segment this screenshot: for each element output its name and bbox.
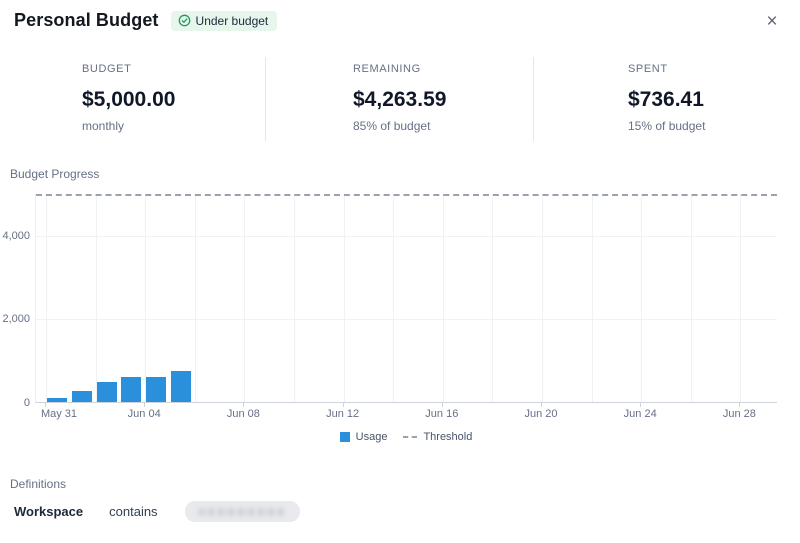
x-axis-tick-label: Jun 28 [722, 408, 756, 420]
usage-bar-jun-03[interactable] [121, 376, 142, 402]
gridline-vertical [95, 194, 97, 402]
redacted-text [198, 507, 287, 516]
stat-spent-label: SPENT [628, 63, 668, 75]
gridline-vertical [145, 194, 147, 402]
definition-row: Workspace contains [14, 501, 300, 522]
divider [533, 57, 534, 141]
threshold-line [36, 194, 777, 196]
chart-x-axis: May 31 Jun 04 Jun 08 Jun 12 Jun 16 Jun 20 Jun … [35, 403, 777, 423]
x-axis-tick-label: Jun 12 [326, 408, 360, 420]
gridline-vertical [492, 194, 494, 402]
stat-budget: BUDGET $5,000.00 monthly [82, 57, 175, 133]
gridline-vertical [244, 194, 246, 402]
stat-remaining-value: $4,263.59 [353, 88, 447, 111]
usage-swatch-icon [339, 432, 350, 442]
legend-item-threshold: Threshold [403, 431, 472, 443]
x-axis-tick [342, 403, 344, 407]
gridline-vertical [740, 194, 742, 402]
stats-row: BUDGET $5,000.00 monthly REMAINING $4,26… [0, 57, 800, 142]
page-title: Personal Budget [14, 10, 159, 30]
x-axis-tick-label: Jun 24 [623, 408, 657, 420]
chart-plot [35, 194, 777, 403]
usage-bar-jun-01[interactable] [71, 390, 92, 402]
x-axis-tick-label: Jun 08 [226, 408, 260, 420]
stat-budget-sub: monthly [82, 119, 125, 133]
stat-spent: SPENT $736.41 15% of budget [628, 57, 705, 133]
definition-operator: contains [109, 504, 158, 519]
x-axis-tick [243, 403, 245, 407]
x-axis-tick [541, 403, 542, 407]
gridline-vertical [591, 194, 593, 402]
divider [265, 57, 266, 141]
gridline-vertical [442, 194, 444, 402]
stat-budget-label: BUDGET [82, 63, 132, 75]
chart-y-axis: 0 2,000 4,000 [0, 194, 30, 409]
header: Personal Budget Under budget [14, 10, 278, 31]
definitions-section-title: Definitions [10, 477, 67, 491]
x-axis-tick [144, 403, 146, 407]
check-circle-icon [178, 14, 190, 27]
gridline-vertical [343, 194, 345, 402]
usage-bar-may-31[interactable] [47, 397, 67, 402]
threshold-dash-icon [403, 436, 418, 438]
legend-item-usage: Usage [339, 431, 388, 443]
gridline-vertical [393, 194, 395, 402]
x-axis-tick-label: Jun 20 [524, 408, 558, 420]
stat-remaining-label: REMAINING [353, 63, 421, 75]
gridline-vertical [46, 194, 47, 402]
definition-field: Workspace [14, 504, 84, 519]
gridline-vertical [194, 194, 196, 402]
stat-remaining: REMAINING $4,263.59 85% of budget [353, 57, 446, 133]
chart-legend: Usage Threshold [35, 431, 777, 443]
y-axis-tick-label: 4,000 [2, 229, 30, 242]
x-axis-tick [441, 403, 443, 407]
y-axis-tick-label: 2,000 [2, 313, 30, 326]
close-icon[interactable]: × [766, 11, 778, 32]
gridline-horizontal [36, 319, 777, 321]
chart-section-title: Budget Progress [10, 167, 100, 181]
gridline-vertical [542, 194, 543, 402]
legend-threshold-label: Threshold [423, 431, 473, 443]
gridline-vertical [294, 194, 295, 402]
status-badge-label: Under budget [195, 13, 269, 28]
legend-usage-label: Usage [355, 431, 388, 443]
x-axis-tick [45, 403, 46, 407]
redacted-value-pill [184, 501, 300, 522]
x-axis-tick [739, 403, 741, 407]
usage-bar-jun-04[interactable] [146, 376, 167, 402]
usage-bar-jun-05[interactable] [171, 371, 191, 402]
stat-budget-value: $5,000.00 [82, 88, 176, 111]
stat-spent-sub: 15% of budget [628, 119, 706, 133]
x-axis-tick-label: Jun 16 [425, 408, 459, 420]
y-axis-tick-label: 0 [23, 397, 30, 409]
gridline-vertical [641, 194, 643, 402]
usage-bar-jun-02[interactable] [96, 381, 117, 402]
stat-spent-value: $736.41 [628, 88, 704, 111]
status-badge: Under budget [170, 10, 278, 31]
x-axis-tick-label: May 31 [40, 408, 78, 420]
x-axis-tick-label: Jun 04 [127, 408, 161, 420]
x-axis-tick [640, 403, 642, 407]
gridline-horizontal [36, 235, 777, 237]
stat-remaining-sub: 85% of budget [353, 119, 431, 133]
gridline-vertical [690, 194, 692, 402]
